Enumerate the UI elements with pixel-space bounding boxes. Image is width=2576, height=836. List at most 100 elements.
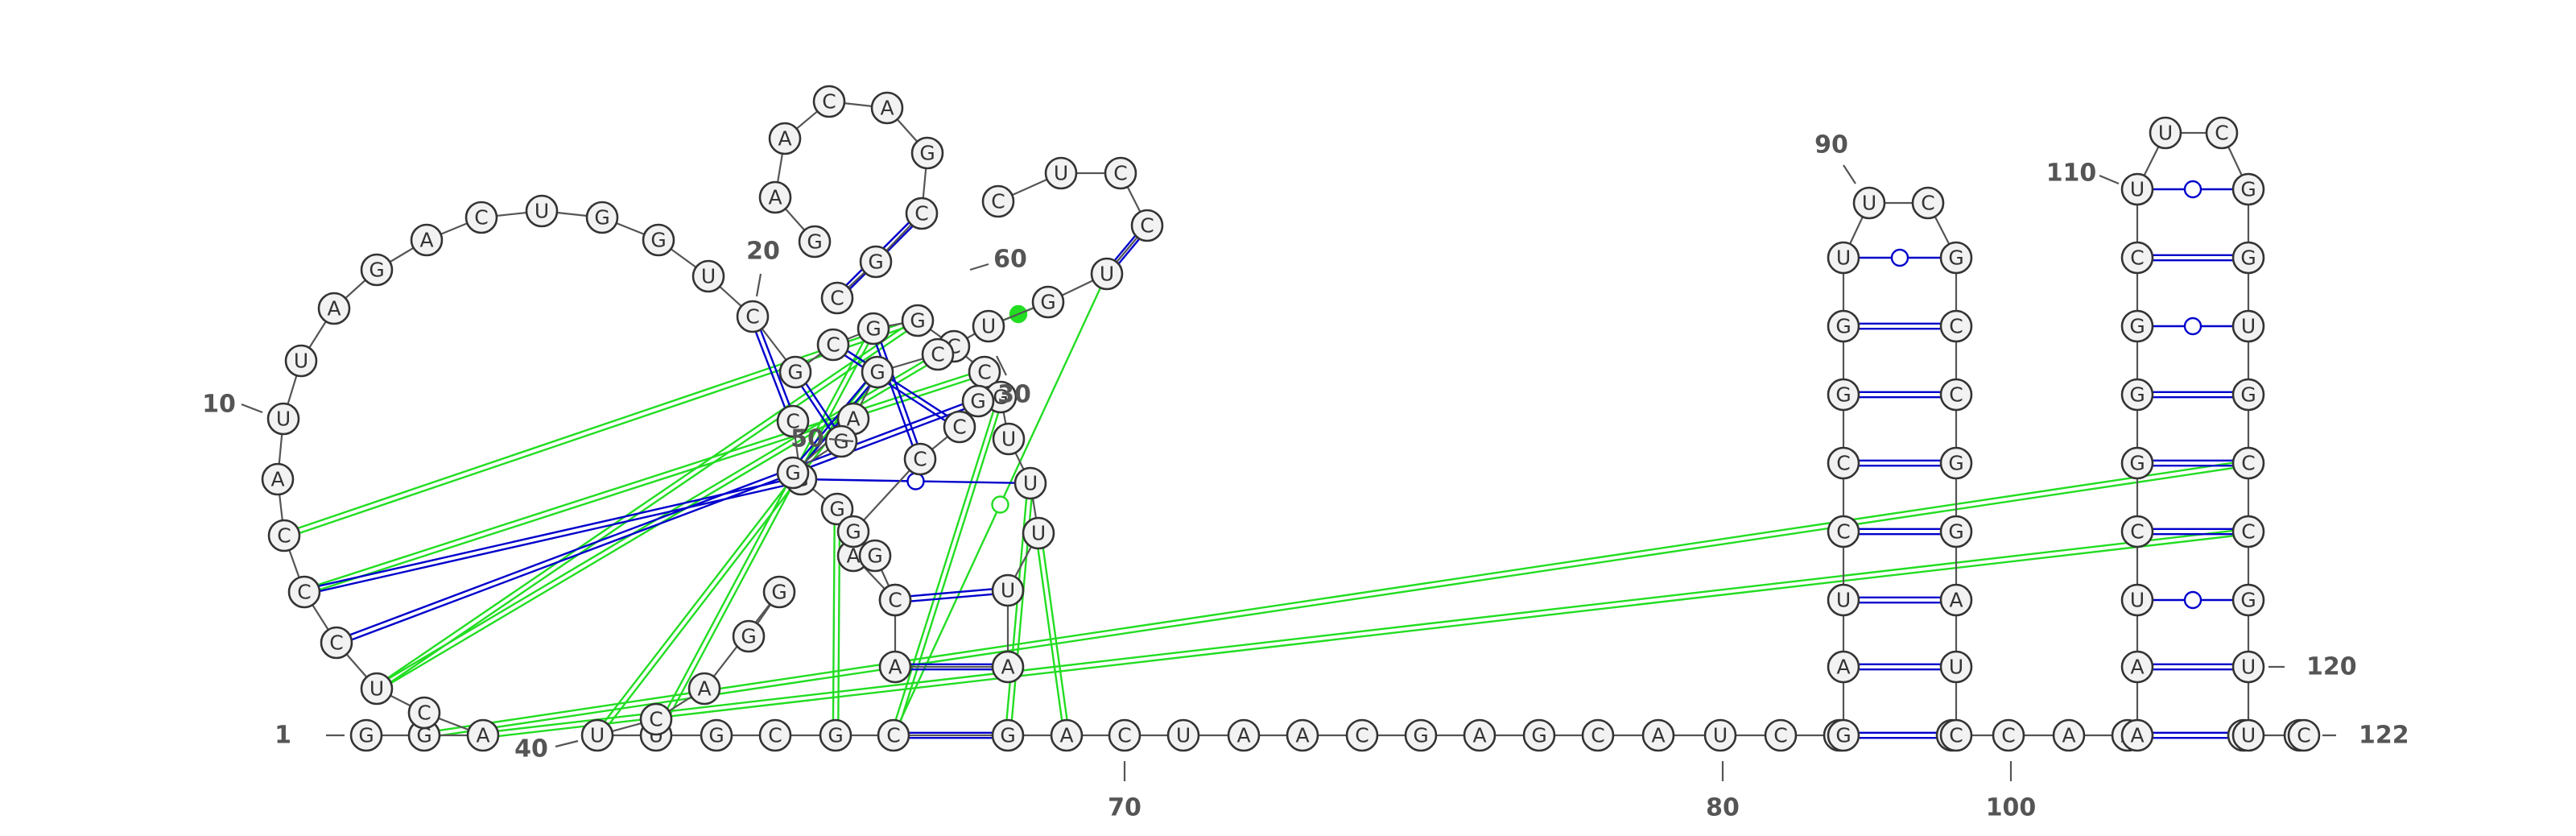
nucleotide: U (2120, 172, 2154, 206)
nucleotide-letter: C (2241, 452, 2255, 475)
canonical-pair-line (1843, 459, 1956, 467)
nucleotide-letter: U (1949, 656, 1963, 679)
nucleotide-letter: C (745, 305, 759, 329)
nucleotide-circle (972, 309, 1005, 343)
nucleotide-circle (1286, 718, 1319, 752)
nucleotide-circle (943, 410, 976, 444)
nucleotide-letter: C (914, 202, 928, 226)
position-label: 1 (275, 722, 345, 750)
nucleotide: U (1827, 583, 1860, 617)
nucleotide-circle (2231, 718, 2265, 752)
nucleotide-circle (1827, 583, 1860, 617)
nucleotide-circle (464, 201, 498, 234)
nucleotide: C (2205, 116, 2239, 150)
nucleotide-circle (360, 672, 394, 706)
nucleotide: C (1939, 309, 1973, 343)
nucleotide-letter: U (981, 315, 996, 338)
nucleotide-letter: C (1949, 724, 1963, 747)
nucleotide: C (903, 442, 937, 476)
canonical-pair-line (831, 341, 962, 430)
nucleotide-letter: A (2130, 724, 2144, 747)
canonical-pair-line (2137, 391, 2248, 399)
nucleotide-circle (798, 225, 832, 259)
nucleotide-circle (1939, 650, 1973, 684)
wobble-open-marker (991, 495, 1009, 514)
position-label-tick (969, 263, 989, 271)
nucleotide: G (2231, 241, 2265, 275)
nucleotide-letter: G (1000, 724, 1015, 747)
nucleotide-circle (776, 404, 810, 438)
nucleotide-circle (857, 312, 890, 346)
nucleotide-circle (816, 328, 850, 362)
nucleotide-letter: U (369, 677, 384, 701)
nucleotide: G (961, 384, 995, 418)
nucleotide-letter: G (594, 206, 609, 230)
nucleotide-circle (991, 718, 1025, 752)
nucleotide-circle (1104, 156, 1137, 190)
nucleotide-circle (1939, 515, 1973, 548)
position-label: 20 (746, 238, 780, 297)
nucleotide-circle (1022, 516, 1055, 550)
canonical-pair-line (1843, 596, 1956, 604)
nucleotide: C (1911, 186, 1945, 220)
nucleotide-letter: G (865, 317, 881, 341)
nucleotide: G (901, 304, 935, 337)
pseudoknot-pair-line (374, 343, 956, 692)
nucleotide-layer: GGACUCCCAUUAGACUGGUCGCGGCCGUUUUAAUAGGCUU… (261, 85, 2321, 752)
nucleotide-letter: C (417, 701, 431, 725)
position-label-text: 1 (275, 722, 291, 750)
position-label: 50 (791, 425, 854, 453)
canonical-pair-line (869, 327, 924, 461)
nucleotide-letter: C (931, 343, 944, 366)
nucleotide: G (824, 424, 858, 458)
nucleotide: A (878, 650, 912, 684)
nucleotide-letter: U (1713, 724, 1728, 747)
wobble-pair-line (800, 472, 1031, 490)
position-label: 80 (1706, 761, 1740, 822)
nucleotide-circle (2149, 116, 2182, 150)
nucleotide-circle (1031, 285, 1065, 319)
position-label-tick (2099, 174, 2120, 185)
nucleotide: G (1031, 285, 1065, 319)
nucleotide-letter: G (369, 259, 384, 282)
nucleotide: U (691, 259, 725, 293)
nucleotide-letter: C (1140, 214, 1154, 238)
nucleotide-circle (2120, 309, 2154, 343)
nucleotide: C (1104, 156, 1137, 190)
nucleotide-circle (1166, 718, 1200, 752)
nucleotide-circle (349, 718, 383, 752)
nucleotide-letter: C (913, 448, 927, 471)
nucleotide: G (2231, 172, 2265, 206)
nucleotide-letter: A (270, 468, 284, 491)
nucleotide: U (1939, 650, 1973, 684)
nucleotide-letter: C (2241, 520, 2255, 544)
nucleotide-letter: G (1040, 291, 1055, 314)
nucleotide: C (1992, 718, 2025, 752)
pseudoknot-pair-line (303, 368, 986, 596)
position-label-tick (996, 355, 1007, 376)
nucleotide: C (464, 201, 498, 234)
nucleotide: C (812, 85, 846, 118)
nucleotide-letter: G (970, 390, 985, 413)
nucleotide-letter: C (977, 361, 991, 384)
nucleotide-letter: A (2062, 724, 2075, 747)
nucleotide-letter: A (888, 656, 902, 679)
nucleotide-letter: A (846, 408, 860, 431)
nucleotide-letter: C (277, 524, 291, 548)
nucleotide: G (2120, 446, 2154, 480)
wobble-pair-line (2137, 317, 2248, 336)
wobble-pair-line (2137, 180, 2248, 199)
nucleotide: U (1827, 241, 1860, 275)
nucleotide-letter: A (1295, 724, 1309, 747)
nucleotide-circle (1522, 718, 1556, 752)
nucleotide-letter: U (1176, 724, 1191, 747)
nucleotide-circle (2120, 583, 2154, 617)
nucleotide: G (1404, 718, 1438, 752)
position-label-text: 120 (2306, 653, 2357, 681)
nucleotide-circle (1939, 718, 1973, 752)
nucleotide: C (1764, 718, 1798, 752)
pseudoknot-pair-line (374, 317, 920, 692)
nucleotide-circle (2120, 172, 2154, 206)
nucleotide-letter: U (2241, 656, 2256, 679)
